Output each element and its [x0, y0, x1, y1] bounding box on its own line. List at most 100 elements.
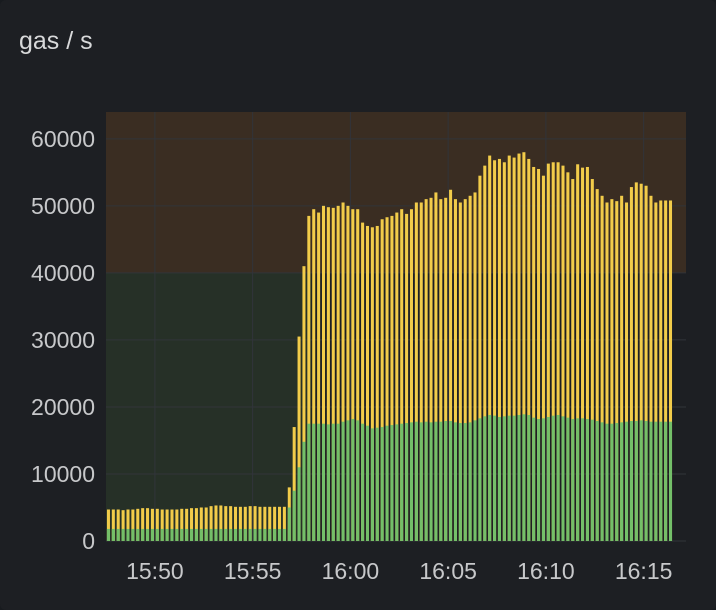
series-0-bar	[424, 199, 428, 541]
series-0-bar	[219, 505, 223, 541]
series-0-bar	[527, 158, 531, 541]
series-0-bar	[331, 207, 335, 542]
series-1-bar	[634, 421, 638, 541]
series-1-bar	[561, 416, 565, 541]
series-0-bar	[160, 509, 164, 541]
series-1-bar	[541, 418, 545, 541]
series-0-bar	[341, 202, 345, 541]
series-1-bar	[229, 528, 233, 541]
series-1-bar	[551, 415, 555, 541]
series-1-bar	[493, 415, 497, 541]
series-1-bar	[248, 528, 252, 541]
series-1-bar	[238, 528, 242, 541]
series-1-bar	[595, 421, 599, 541]
series-0-bar	[150, 508, 154, 541]
series-0-bar	[282, 506, 286, 541]
series-1-bar	[483, 416, 487, 541]
series-0-bar	[390, 215, 394, 541]
series-1-bar	[351, 419, 355, 541]
series-0-bar	[566, 172, 570, 541]
series-1-bar	[380, 427, 384, 541]
series-0-bar	[615, 201, 619, 542]
series-0-bar	[488, 155, 492, 541]
series-0-bar	[409, 209, 413, 541]
series-0-bar	[453, 199, 457, 541]
series-1-bar	[365, 425, 370, 541]
series-0-bar	[268, 506, 272, 541]
series-1-bar	[600, 422, 604, 541]
series-1-bar	[106, 528, 110, 541]
series-1-bar	[449, 421, 453, 541]
series-1-bar	[175, 528, 179, 541]
series-1-bar	[649, 421, 653, 541]
series-0-bar	[214, 505, 218, 541]
series-0-bar	[600, 195, 604, 541]
series-1-bar	[214, 528, 218, 541]
series-1-bar	[644, 421, 648, 541]
y-tick-label: 40000	[31, 260, 95, 286]
series-0-bar	[449, 189, 453, 541]
series-0-bar	[581, 167, 585, 542]
series-base-bars	[106, 414, 673, 541]
series-0-bar	[458, 202, 462, 541]
x-tick-label: 16:10	[517, 558, 575, 584]
series-1-bar	[121, 528, 125, 541]
series-1-bar	[620, 422, 624, 541]
series-1-bar	[532, 417, 536, 541]
y-tick-label: 30000	[31, 327, 95, 353]
series-0-bar	[434, 192, 438, 541]
series-1-bar	[424, 421, 428, 541]
series-0-bar	[625, 202, 629, 541]
series-1-bar	[136, 528, 140, 541]
panel-title[interactable]: gas / s	[19, 27, 93, 55]
series-1-bar	[419, 422, 423, 541]
series-1-bar	[321, 423, 326, 541]
series-0-bar	[121, 510, 125, 541]
y-tick-label: 60000	[31, 126, 95, 152]
series-0-bar	[620, 195, 624, 541]
series-0-bar	[307, 215, 311, 541]
series-1-bar	[434, 421, 438, 541]
series-1-bar	[287, 507, 291, 541]
series-0-bar	[669, 200, 673, 541]
series-0-bar	[405, 213, 409, 541]
series-0-bar	[571, 179, 575, 541]
series-1-bar	[375, 427, 379, 541]
series-0-bar	[664, 200, 668, 541]
series-1-bar	[126, 528, 130, 541]
series-1-bar	[155, 528, 159, 541]
series-1-bar	[669, 421, 673, 541]
series-0-bar	[478, 175, 482, 541]
series-0-bar	[502, 162, 506, 541]
series-0-bar	[483, 165, 487, 541]
series-1-bar	[170, 528, 174, 541]
series-1-bar	[585, 419, 589, 541]
series-0-bar	[238, 506, 242, 541]
series-0-bar	[370, 227, 374, 541]
series-0-bar	[273, 506, 277, 541]
series-0-bar	[155, 508, 159, 541]
series-0-bar	[380, 219, 384, 541]
series-1-bar	[409, 422, 413, 541]
series-1-bar	[473, 420, 477, 541]
series-0-bar	[356, 209, 360, 541]
series-1-bar	[150, 528, 154, 541]
series-0-bar	[395, 212, 399, 541]
series-0-bar	[497, 158, 501, 541]
series-1-bar	[517, 414, 521, 541]
series-1-bar	[556, 414, 560, 541]
series-0-bar	[493, 160, 497, 541]
series-0-bar	[146, 508, 150, 541]
series-0-bar	[468, 195, 472, 541]
series-1-bar	[429, 422, 433, 541]
series-1-bar	[571, 419, 575, 541]
series-0-bar	[532, 166, 536, 541]
series-0-bar	[473, 192, 477, 541]
series-0-bar	[263, 506, 267, 541]
series-1-bar	[292, 490, 296, 541]
series-0-bar	[512, 157, 516, 542]
series-1-bar	[194, 528, 198, 541]
series-0-bar	[204, 507, 208, 541]
